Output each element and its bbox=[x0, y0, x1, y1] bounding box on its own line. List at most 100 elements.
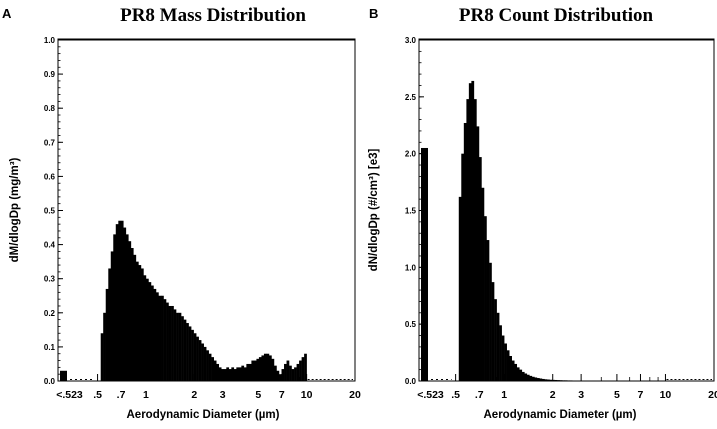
bar bbox=[133, 254, 137, 381]
panel-a-bars bbox=[60, 220, 353, 381]
y-tick-label: 2.0 bbox=[405, 150, 417, 159]
x-tick-label: 3 bbox=[220, 389, 226, 401]
y-tick-label: 0.5 bbox=[44, 207, 56, 216]
panel-a-y-axis-label: dM/dlogDp (mg/m³) bbox=[9, 157, 21, 262]
bar bbox=[140, 268, 144, 381]
bar bbox=[261, 355, 265, 381]
bar bbox=[188, 326, 192, 381]
x-tick-label: 10 bbox=[301, 389, 313, 401]
bar bbox=[494, 299, 497, 381]
x-tick-label: <.523 bbox=[417, 389, 444, 401]
bar bbox=[153, 288, 157, 381]
x-tick-label: 2 bbox=[191, 389, 197, 401]
bar bbox=[181, 316, 184, 381]
bar bbox=[476, 126, 480, 381]
y-tick-label: 0.1 bbox=[44, 343, 56, 352]
bar bbox=[514, 363, 518, 381]
y-tick-label: 0.0 bbox=[405, 377, 417, 386]
panel-b-letter: B bbox=[369, 6, 378, 21]
panel-a-y-axis: 0.0 0.1 0.2 0.3 0.4 0.5 0.6 0.7 0.8 0.9 1.0 bbox=[44, 36, 63, 386]
bar bbox=[296, 363, 300, 381]
bar bbox=[501, 335, 505, 381]
bar bbox=[110, 251, 114, 381]
bar bbox=[191, 329, 194, 381]
bar bbox=[248, 363, 252, 381]
bar bbox=[113, 234, 117, 381]
bar bbox=[258, 357, 262, 381]
bar bbox=[161, 295, 164, 381]
bar bbox=[231, 367, 235, 381]
bar bbox=[468, 83, 472, 381]
y-tick-label: 1.5 bbox=[405, 207, 417, 216]
x-tick-label: <.523 bbox=[56, 389, 83, 401]
bar bbox=[163, 299, 167, 381]
bar bbox=[135, 261, 139, 381]
bar bbox=[263, 353, 267, 381]
bar bbox=[289, 365, 292, 381]
bar bbox=[168, 305, 172, 381]
bar bbox=[489, 262, 492, 381]
bar bbox=[294, 367, 297, 381]
bar bbox=[549, 379, 553, 381]
bar bbox=[223, 369, 227, 381]
bar bbox=[268, 355, 272, 381]
bar bbox=[266, 353, 270, 381]
panel-b-bars bbox=[421, 80, 712, 382]
bar bbox=[201, 343, 204, 381]
bar bbox=[511, 360, 515, 381]
bar bbox=[173, 309, 177, 381]
bar bbox=[496, 312, 500, 381]
bar bbox=[544, 379, 548, 381]
bar bbox=[238, 367, 242, 381]
x-tick-label: 5 bbox=[255, 389, 261, 401]
panel-a-x-axis-label: Aerodynamic Diameter (µm) bbox=[127, 409, 280, 421]
bar bbox=[166, 302, 169, 381]
bar bbox=[103, 312, 106, 381]
bar bbox=[463, 122, 467, 381]
bar bbox=[118, 220, 122, 381]
y-tick-label: 0.9 bbox=[44, 70, 56, 79]
bar bbox=[509, 355, 512, 381]
panel-b-y-axis-label: dN/dlogDp (#/cm³) [e3] bbox=[368, 149, 380, 272]
bar bbox=[243, 367, 247, 381]
panel-b-x-axis-label: Aerodynamic Diameter (µm) bbox=[484, 409, 637, 421]
y-tick-label: 3.0 bbox=[405, 36, 417, 45]
y-tick-label: 1.0 bbox=[405, 263, 417, 272]
bar bbox=[536, 378, 540, 381]
panel-b-y-axis: 0.0 0.5 1.0 1.5 2.0 2.5 3.0 bbox=[405, 36, 424, 386]
bar bbox=[196, 336, 199, 381]
bar bbox=[123, 227, 127, 381]
bar bbox=[486, 240, 490, 381]
bar bbox=[193, 333, 197, 381]
panel-a: A PR8 Mass Distribution 0.00.10.20.30.40… bbox=[2, 5, 361, 421]
bar bbox=[228, 369, 232, 381]
bar bbox=[128, 241, 132, 381]
bar bbox=[281, 369, 285, 381]
bar bbox=[176, 312, 179, 381]
bar bbox=[251, 360, 255, 381]
bar bbox=[100, 333, 104, 381]
y-tick-label: 2.5 bbox=[405, 93, 417, 102]
bar bbox=[120, 220, 124, 381]
bar bbox=[484, 216, 487, 381]
bar bbox=[279, 374, 282, 381]
x-tick-label: 1 bbox=[143, 389, 149, 401]
bar bbox=[208, 353, 212, 381]
y-tick-label: 0.8 bbox=[44, 104, 56, 113]
bar bbox=[276, 370, 280, 381]
x-tick-label: 5 bbox=[614, 389, 620, 401]
bar bbox=[458, 196, 462, 381]
bar bbox=[504, 343, 507, 381]
bar bbox=[241, 365, 245, 381]
bar bbox=[531, 376, 535, 381]
y-tick-label: 1.0 bbox=[44, 36, 56, 45]
bar bbox=[491, 282, 495, 381]
bar-underflow bbox=[421, 147, 428, 381]
bar bbox=[253, 360, 257, 381]
bar bbox=[148, 282, 152, 381]
bar bbox=[479, 157, 482, 381]
bar bbox=[211, 357, 214, 381]
bar bbox=[506, 350, 510, 381]
bar bbox=[471, 80, 475, 382]
